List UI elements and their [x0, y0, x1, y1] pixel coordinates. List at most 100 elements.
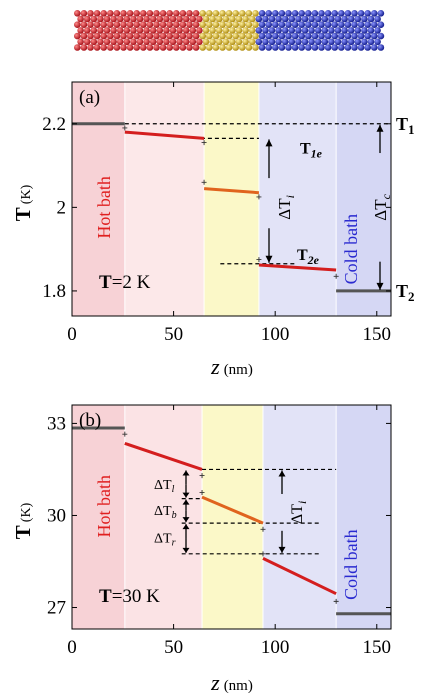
atom — [163, 27, 170, 34]
atom — [344, 44, 352, 51]
atom — [93, 32, 101, 40]
atom — [245, 10, 253, 17]
atom — [107, 21, 114, 29]
panel-b-ticks: 0 50 100 150 27 30 33 — [47, 405, 391, 658]
panel-a-delta-Tc-label: ΔTc — [371, 193, 393, 220]
atom — [149, 15, 157, 23]
y-tick-label: 2.2 — [42, 114, 66, 135]
atom — [324, 21, 332, 29]
atom — [232, 21, 239, 29]
atom — [354, 38, 362, 46]
atom — [291, 21, 299, 29]
atom — [314, 38, 322, 46]
atom — [146, 32, 154, 40]
atom — [245, 44, 253, 51]
atom — [90, 27, 98, 34]
atom — [288, 15, 296, 23]
atom — [298, 44, 306, 51]
atom — [173, 44, 180, 51]
atom — [281, 27, 289, 34]
atom — [209, 15, 216, 23]
atom — [97, 15, 104, 23]
atom — [311, 21, 319, 29]
atom — [202, 15, 210, 23]
panel-b-hot-bath-label: Hot bath — [94, 475, 114, 538]
atom — [275, 38, 282, 46]
atom — [357, 10, 365, 17]
atom — [163, 38, 170, 46]
panel-a-y-axis-label: T(K) — [11, 184, 35, 221]
atom — [347, 27, 355, 34]
atom — [219, 32, 226, 40]
atom — [186, 32, 193, 40]
region-2 — [202, 405, 263, 629]
panel-a-dashed-lines — [124, 123, 391, 265]
atom — [225, 32, 233, 40]
atom — [364, 10, 372, 17]
atom — [354, 27, 362, 34]
b-arrow-Tb-down-head — [182, 517, 190, 523]
atom — [103, 38, 111, 46]
atom — [242, 15, 249, 23]
atom — [258, 10, 266, 17]
atom — [202, 38, 210, 46]
atom — [242, 27, 249, 34]
atom — [354, 15, 362, 23]
panel-b-series — [72, 426, 391, 616]
atom — [97, 27, 104, 34]
y-tick-label: 30 — [47, 505, 66, 526]
atom — [305, 10, 312, 17]
atom — [239, 44, 246, 51]
panel-b-arrows — [182, 470, 286, 553]
atom — [93, 44, 101, 51]
b-arrow-Tl-up-head — [182, 470, 190, 476]
b-arrow-Tr-up-head — [182, 524, 190, 530]
atom — [364, 32, 372, 40]
panel-b-label: (b) — [79, 410, 101, 431]
atom — [305, 32, 312, 40]
region-3 — [262, 405, 337, 629]
atom — [116, 38, 124, 46]
atom — [83, 15, 91, 23]
atom — [275, 15, 282, 23]
atom — [275, 27, 282, 34]
atom — [166, 32, 173, 40]
atom — [116, 27, 124, 34]
atom — [166, 44, 173, 51]
y-tick-label: 27 — [47, 598, 66, 619]
atom — [206, 44, 213, 51]
atom — [311, 44, 319, 51]
atom — [225, 10, 233, 17]
y-tick-label: 33 — [47, 413, 66, 434]
atom — [229, 15, 236, 23]
atom — [176, 38, 183, 46]
atom — [136, 15, 144, 23]
atom — [90, 15, 98, 23]
atom — [140, 32, 147, 40]
atom — [133, 21, 140, 29]
atom — [318, 32, 325, 40]
atom — [173, 32, 180, 40]
atom — [222, 15, 230, 23]
region-1 — [124, 82, 205, 316]
atom — [140, 44, 147, 51]
atom — [209, 27, 216, 34]
atom — [176, 15, 183, 23]
jump-point-5 — [333, 273, 339, 279]
atom — [169, 27, 177, 34]
panel-b-dashed-lines — [181, 468, 337, 555]
atom — [126, 10, 134, 17]
panel-b-cold-bath-label: Cold bath — [341, 529, 361, 600]
atom — [123, 27, 131, 34]
atom — [239, 32, 246, 40]
atom — [295, 38, 302, 46]
atom — [192, 21, 200, 29]
atom — [252, 32, 259, 40]
atom — [364, 21, 372, 29]
jump-point-4 — [260, 551, 266, 557]
atom — [100, 10, 107, 17]
atom — [179, 10, 187, 17]
atom — [77, 38, 84, 46]
atom — [74, 10, 81, 17]
atom — [338, 32, 345, 40]
